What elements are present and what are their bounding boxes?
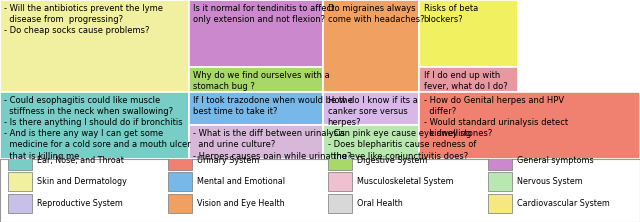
FancyBboxPatch shape xyxy=(8,194,32,212)
Text: Oral Health: Oral Health xyxy=(357,198,403,208)
FancyBboxPatch shape xyxy=(328,194,352,212)
Text: How do I know if its a
canker sore versus
herpes?: How do I know if its a canker sore versu… xyxy=(328,96,417,127)
Text: Digestive System: Digestive System xyxy=(357,156,428,165)
Text: - What is the diff between urinalysis
  and urine culture?
- Herpes causes pain : - What is the diff between urinalysis an… xyxy=(193,129,352,161)
Text: Risks of beta
blockers?: Risks of beta blockers? xyxy=(424,4,478,24)
FancyBboxPatch shape xyxy=(0,159,640,222)
FancyBboxPatch shape xyxy=(0,92,189,159)
FancyBboxPatch shape xyxy=(488,151,512,170)
Text: Musculoskeletal System: Musculoskeletal System xyxy=(357,177,454,186)
FancyBboxPatch shape xyxy=(488,194,512,212)
Text: Vision and Eye Health: Vision and Eye Health xyxy=(197,198,285,208)
FancyBboxPatch shape xyxy=(323,125,419,159)
Text: Do migraines always
come with headaches?: Do migraines always come with headaches? xyxy=(328,4,424,24)
FancyBboxPatch shape xyxy=(8,172,32,191)
FancyBboxPatch shape xyxy=(8,151,32,170)
FancyBboxPatch shape xyxy=(168,151,192,170)
FancyBboxPatch shape xyxy=(323,0,419,92)
Text: - Can pink eye cause eye swelling
- Does blepharitis cause redness of
  the eye : - Can pink eye cause eye swelling - Does… xyxy=(328,129,476,161)
Text: Is it normal for tendinitis to affect
only extension and not flexion?: Is it normal for tendinitis to affect on… xyxy=(193,4,335,24)
FancyBboxPatch shape xyxy=(168,172,192,191)
Text: - Will the antibiotics prevent the lyme
  disease from  progressing?
- Do cheap : - Will the antibiotics prevent the lyme … xyxy=(4,4,163,35)
Text: Ear, Nose, and Throat: Ear, Nose, and Throat xyxy=(37,156,124,165)
Text: Cardiovascular System: Cardiovascular System xyxy=(517,198,610,208)
Text: Skin and Dermatology: Skin and Dermatology xyxy=(37,177,127,186)
FancyBboxPatch shape xyxy=(189,92,323,125)
FancyBboxPatch shape xyxy=(168,194,192,212)
FancyBboxPatch shape xyxy=(323,92,419,125)
FancyBboxPatch shape xyxy=(488,172,512,191)
FancyBboxPatch shape xyxy=(328,172,352,191)
Text: Why do we find ourselves with a
stomach bug ?: Why do we find ourselves with a stomach … xyxy=(193,71,330,91)
FancyBboxPatch shape xyxy=(189,0,323,67)
FancyBboxPatch shape xyxy=(419,67,518,92)
Text: - How do Genital herpes and HPV
  differ?
- Would standard urinalysis detect
  k: - How do Genital herpes and HPV differ? … xyxy=(424,96,568,138)
Text: Urinary System: Urinary System xyxy=(197,156,259,165)
FancyBboxPatch shape xyxy=(419,92,640,159)
Text: Reproductive System: Reproductive System xyxy=(37,198,123,208)
FancyBboxPatch shape xyxy=(189,67,323,92)
FancyBboxPatch shape xyxy=(419,0,518,67)
Text: Nervous System: Nervous System xyxy=(517,177,583,186)
Text: If I took trazodone when would be the
best time to take it?: If I took trazodone when would be the be… xyxy=(193,96,353,116)
Text: If I do end up with
fever, what do I do?: If I do end up with fever, what do I do? xyxy=(424,71,508,91)
Text: Mental and Emotional: Mental and Emotional xyxy=(197,177,285,186)
FancyBboxPatch shape xyxy=(189,125,323,159)
Text: - Could esophagitis could like muscle
  stiffness in the neck when swallowing?
-: - Could esophagitis could like muscle st… xyxy=(4,96,191,161)
FancyBboxPatch shape xyxy=(328,151,352,170)
Text: General symptoms: General symptoms xyxy=(517,156,594,165)
FancyBboxPatch shape xyxy=(0,0,189,92)
